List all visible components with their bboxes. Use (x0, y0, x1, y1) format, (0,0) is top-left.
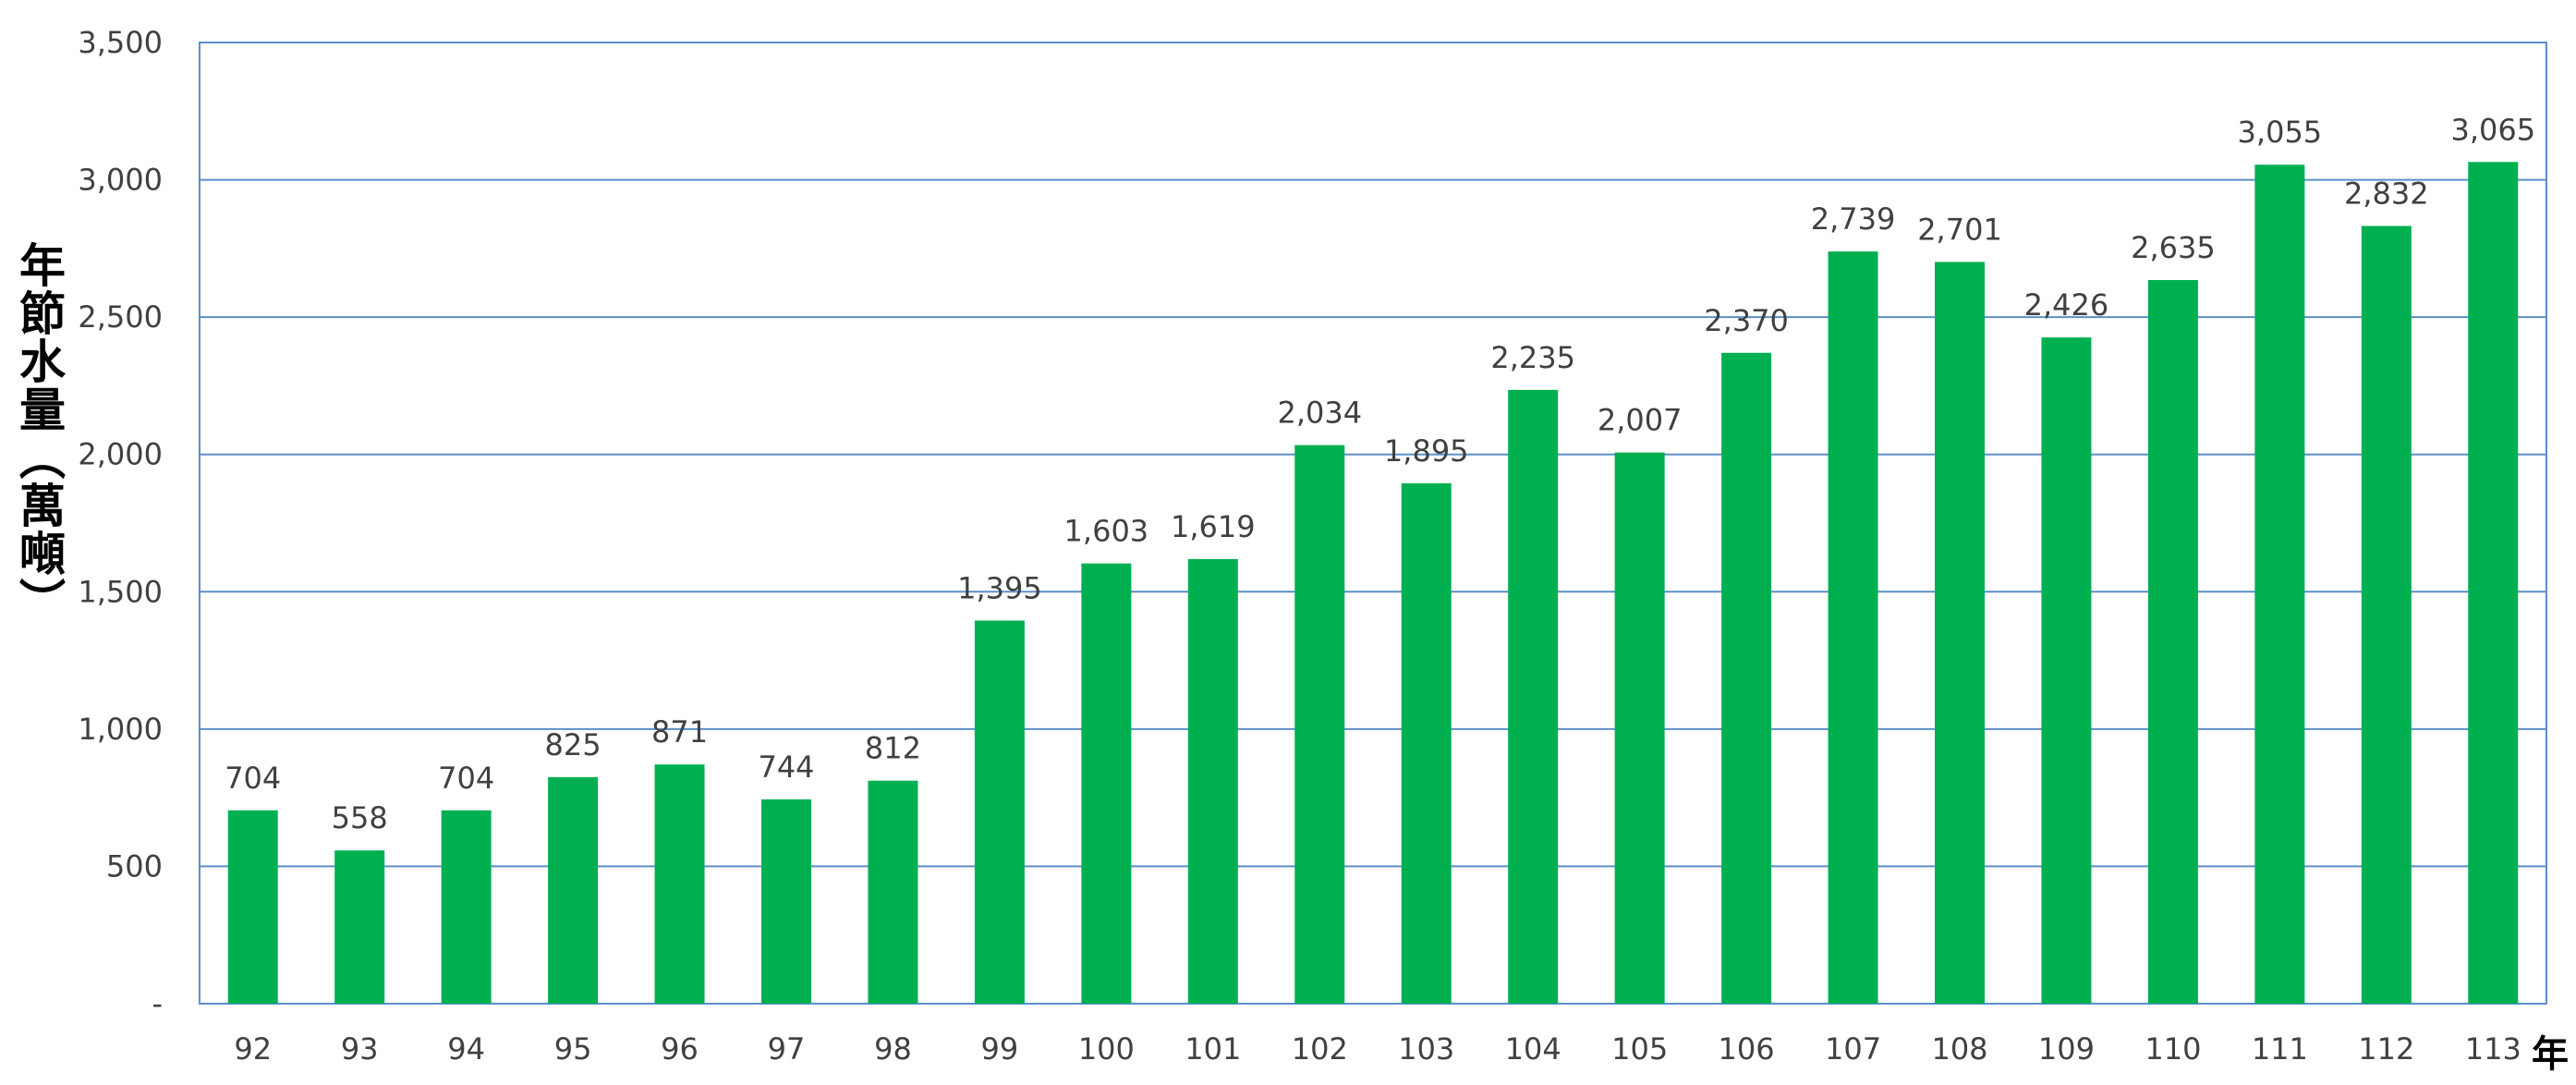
bar (1828, 251, 1878, 1004)
bar (2254, 165, 2305, 1004)
x-tick-label: 104 (1505, 1031, 1561, 1067)
x-tick-label: 93 (341, 1031, 379, 1067)
x-tick-label: 94 (447, 1031, 485, 1067)
y-tick-label: 3,500 (78, 25, 163, 60)
bar (334, 850, 385, 1004)
y-axis-label-char: ︵ (19, 432, 66, 485)
y-tick-label: 3,000 (78, 163, 163, 198)
y-tick-label: - (152, 986, 163, 1021)
data-label: 2,832 (2344, 176, 2429, 211)
bar (2468, 162, 2519, 1004)
y-axis-label-char: 節 (19, 287, 66, 341)
x-tick-label: 98 (874, 1031, 912, 1067)
bar (1721, 352, 1772, 1004)
data-label: 1,895 (1384, 433, 1469, 469)
bar (1187, 558, 1238, 1004)
x-axis-label: 年 (2532, 1033, 2569, 1076)
y-axis-label-char: 量 (19, 384, 66, 437)
x-tick-label: 113 (2465, 1031, 2521, 1067)
y-tick-label: 500 (106, 848, 163, 884)
bar (2041, 337, 2092, 1004)
data-label: 2,739 (1811, 201, 1896, 237)
data-label: 704 (438, 761, 494, 796)
y-axis-label-char: 噸 (19, 528, 66, 581)
y-tick-label: 2,000 (78, 437, 163, 472)
bar (2147, 280, 2198, 1004)
y-axis-label-char: ︶ (19, 576, 66, 629)
data-label: 2,034 (1277, 396, 1362, 431)
plot-frame (199, 42, 2547, 1005)
data-label: 3,055 (2238, 115, 2323, 150)
x-tick-label: 105 (1611, 1031, 1668, 1067)
data-label: 1,619 (1171, 509, 1256, 544)
bar (654, 764, 705, 1004)
bar (1614, 452, 1665, 1004)
y-tick-label: 1,000 (78, 712, 163, 747)
x-tick-label: 108 (1931, 1031, 1987, 1067)
x-tick-label: 99 (981, 1031, 1019, 1067)
bar (2361, 226, 2412, 1004)
x-tick-label: 112 (2358, 1031, 2414, 1067)
x-tick-label: 101 (1185, 1031, 1241, 1067)
data-label: 2,235 (1490, 340, 1575, 375)
data-label: 1,603 (1064, 514, 1149, 549)
bar (974, 620, 1025, 1004)
y-axis-label-char: 水 (19, 335, 66, 389)
data-label: 1,395 (957, 570, 1042, 605)
bar (1294, 445, 1345, 1004)
data-label: 2,426 (2024, 287, 2109, 323)
x-tick-label: 109 (2038, 1031, 2095, 1067)
bar (441, 810, 492, 1004)
x-tick-label: 111 (2252, 1031, 2308, 1067)
bar (1081, 563, 1132, 1004)
bar (227, 810, 278, 1004)
data-label: 825 (545, 727, 601, 762)
data-label: 558 (332, 800, 388, 835)
x-tick-label: 102 (1292, 1031, 1348, 1067)
data-label: 871 (651, 714, 708, 750)
x-tick-label: 95 (554, 1031, 592, 1067)
x-tick-label: 96 (661, 1031, 699, 1067)
data-label: 2,007 (1598, 403, 1683, 438)
x-tick-label: 92 (234, 1031, 272, 1067)
x-tick-label: 97 (768, 1031, 806, 1067)
x-tick-label: 106 (1719, 1031, 1775, 1067)
y-axis-label-char: 年 (19, 239, 66, 293)
data-label: 2,370 (1704, 303, 1789, 338)
y-tick-label: 2,500 (78, 299, 163, 335)
x-tick-label: 110 (2145, 1031, 2201, 1067)
data-label: 3,065 (2450, 112, 2535, 147)
bar (548, 776, 599, 1004)
y-tick-label: 1,500 (78, 574, 163, 609)
bar (761, 799, 811, 1004)
bar (1401, 482, 1452, 1004)
data-label: 2,701 (1917, 212, 2002, 247)
x-tick-label: 100 (1078, 1031, 1135, 1067)
data-label: 812 (865, 731, 921, 766)
bar (868, 780, 918, 1004)
data-label: 744 (758, 750, 814, 785)
data-label: 704 (225, 761, 281, 796)
x-tick-label: 107 (1825, 1031, 1881, 1067)
bar (1508, 389, 1559, 1004)
y-axis-label-char: 萬 (19, 480, 66, 533)
bar (1935, 262, 1985, 1005)
data-label: 2,635 (2131, 230, 2216, 265)
x-tick-label: 103 (1398, 1031, 1454, 1067)
